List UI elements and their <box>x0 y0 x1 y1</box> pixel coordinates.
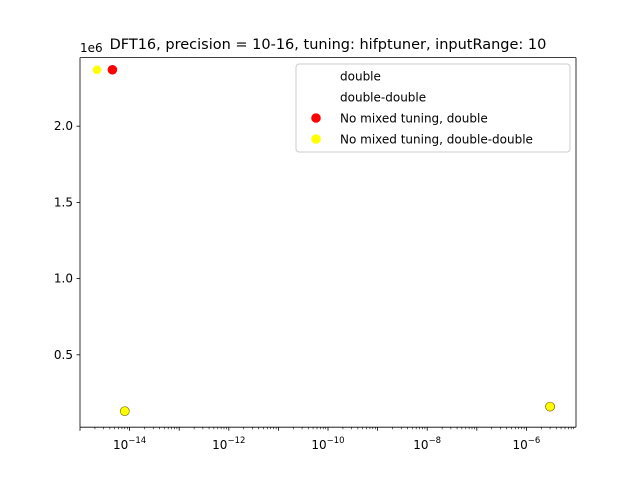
x-tick-label: 10−8 <box>413 436 441 452</box>
legend-marker-0 <box>311 71 321 81</box>
legend-label-3: No mixed tuning, double-double <box>340 133 533 147</box>
scatter-point-series-2-0 <box>107 64 118 75</box>
y-tick-label: 2.0 <box>54 119 73 133</box>
marks-layer <box>92 64 555 416</box>
scatter-point-overlay-1 <box>545 401 555 412</box>
y-tick-label: 0.5 <box>54 348 73 362</box>
legend-label-1: double-double <box>340 91 426 105</box>
legend-box <box>295 63 571 153</box>
scatter-point-overlay-0 <box>119 406 130 416</box>
chart-title: DFT16, precision = 10-16, tuning: hifptu… <box>110 37 547 53</box>
y-ticks: 0.5 1.0 1.5 2.0 <box>54 119 80 362</box>
legend-marker-1 <box>311 92 321 102</box>
x-tick-label: 10−12 <box>212 436 245 452</box>
legend-marker-3 <box>311 134 321 144</box>
x-tick-label: 10−6 <box>512 436 540 452</box>
legend-marker-2 <box>311 113 321 123</box>
y-offset-label: 1e6 <box>80 41 103 55</box>
x-tick-label: 10−14 <box>113 436 146 452</box>
y-tick-label: 1.5 <box>54 195 73 209</box>
y-tick-label: 1.0 <box>54 272 73 286</box>
scatter-point-series-3-0 <box>92 65 102 75</box>
x-ticks: 10−14 10−12 10−10 10−8 10−6 <box>79 427 575 452</box>
legend-label-0: double <box>340 70 381 84</box>
legend: double double-double No mixed tuning, doub… <box>295 63 571 153</box>
x-tick-label: 10−10 <box>311 436 344 452</box>
legend-label-2: No mixed tuning, double <box>340 112 488 126</box>
